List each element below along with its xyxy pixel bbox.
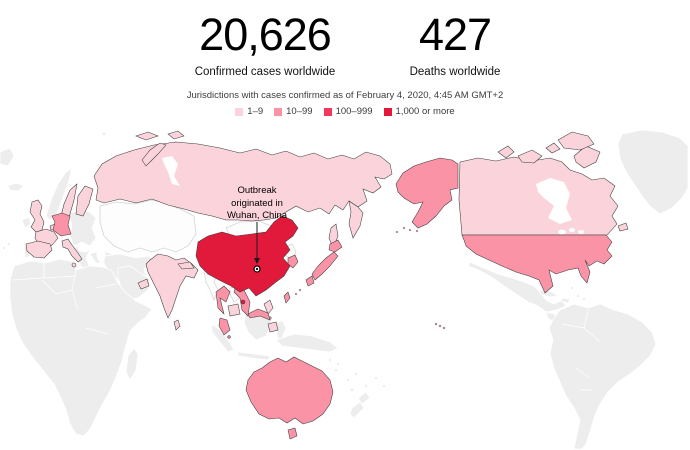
country-italy-sicily	[71, 262, 77, 268]
confirmed-cases-label: Confirmed cases worldwide	[194, 66, 336, 78]
wuhan-annotation-line1: Outbreak	[237, 185, 277, 196]
pacific-island-dots	[2, 132, 586, 392]
country-japan-honshu	[311, 251, 339, 281]
legend-label-100-999: 100–999	[335, 106, 373, 117]
legend-label-1000-plus: 1,000 or more	[395, 106, 455, 117]
country-ireland	[21, 216, 32, 229]
country-iceland	[7, 182, 25, 192]
country-madagascar	[125, 347, 139, 381]
country-canada-victoria	[517, 149, 543, 164]
country-philippines-mindanao	[267, 321, 279, 333]
confirmed-cases-stat: 20,626 Confirmed cases worldwide	[140, 12, 390, 78]
country-australia	[245, 356, 334, 425]
legend-item-1000-plus: 1,000 or more	[383, 106, 455, 117]
country-canada-newfoundland	[617, 222, 629, 232]
country-malaysia-peninsula	[218, 317, 231, 336]
country-usa-alaska	[395, 157, 459, 229]
country-spain	[25, 240, 53, 259]
confirmed-cases-value: 20,626	[199, 9, 332, 60]
sea-lake-overlays	[78, 156, 584, 262]
country-indonesia-sumatra	[211, 323, 235, 353]
legend-label-1-9: 1–9	[247, 106, 264, 117]
deaths-value: 427	[418, 9, 492, 60]
deaths-label: Deaths worldwide	[409, 66, 501, 78]
country-china	[195, 215, 299, 297]
wuhan-annotation-line3: Wuhan, China	[226, 210, 288, 222]
country-sri-lanka	[173, 319, 181, 331]
legend-swatch-100-999	[323, 107, 332, 116]
country-singapore	[227, 335, 231, 339]
country-russia-arctic-isles-2	[135, 131, 159, 141]
wuhan-annotation-arrow	[253, 222, 261, 273]
country-new-zealand-north	[357, 391, 371, 405]
country-canada-devon	[545, 142, 561, 154]
legend-swatch-1-9	[235, 107, 244, 116]
wuhan-annotation: Outbreak originated in Wuhan, China	[197, 185, 317, 223]
country-taiwan	[283, 291, 291, 304]
legend-swatch-10-99	[274, 107, 283, 116]
legend-swatch-1000-plus	[383, 107, 392, 116]
gray-internal-borders	[11, 263, 601, 391]
usa-aleutian-hawaii-dots	[395, 226, 446, 330]
country-thailand	[215, 285, 231, 315]
country-canada-ellesmere	[557, 131, 595, 151]
country-china-hainan	[240, 299, 246, 305]
country-japan-kyushu	[305, 275, 315, 287]
region-africa	[9, 258, 153, 437]
world-map-svg	[0, 129, 689, 450]
country-italy	[61, 238, 83, 263]
country-russia-arctic-isles	[167, 130, 185, 140]
map-subtitle: Jurisdictions with cases confirmed as of…	[186, 90, 504, 101]
legend-item-1-9: 1–9	[235, 106, 263, 117]
country-australia-tasmania	[287, 427, 298, 440]
country-india	[145, 253, 199, 319]
country-hispaniola	[560, 297, 571, 304]
country-papua-new-guinea	[275, 333, 339, 353]
country-malaysia-borneo	[247, 308, 271, 321]
country-mexico	[467, 261, 567, 313]
region-central-asia	[99, 199, 197, 253]
wuhan-annotation-line2: originated in	[231, 197, 283, 209]
country-indonesia-java	[237, 351, 271, 361]
country-united-kingdom	[29, 199, 45, 233]
country-greenland-sliver	[0, 147, 15, 167]
country-russia-novaya-zemlya	[141, 142, 167, 167]
country-new-zealand-south	[349, 401, 365, 419]
japan-ryukyu-dots	[294, 288, 302, 296]
region-south-america	[548, 303, 657, 450]
country-japan-hokkaido	[328, 239, 343, 253]
legend-item-10-99: 10–99	[274, 106, 313, 117]
country-philippines-luzon	[263, 299, 274, 315]
country-canada	[458, 156, 619, 236]
country-canada-banks	[497, 145, 515, 159]
wuhan-marker-dot	[255, 267, 259, 271]
country-usa	[461, 234, 613, 294]
legend: 1–9 10–99 100–999 1,000 or more	[0, 106, 690, 117]
country-finland	[75, 185, 94, 217]
legend-item-100-999: 100–999	[323, 106, 373, 117]
region-arabia	[117, 265, 151, 301]
country-uae	[137, 278, 150, 290]
world-choropleth-map: Outbreak originated in Wuhan, China	[0, 128, 690, 450]
country-germany	[51, 212, 72, 237]
country-russia-kamchatka	[348, 200, 364, 239]
country-cambodia	[227, 303, 241, 317]
country-south-korea	[287, 254, 299, 269]
country-greenland	[617, 129, 689, 215]
deaths-stat: 427 Deaths worldwide	[375, 12, 535, 78]
country-nepal	[177, 261, 195, 270]
legend-label-10-99: 10–99	[286, 106, 313, 117]
